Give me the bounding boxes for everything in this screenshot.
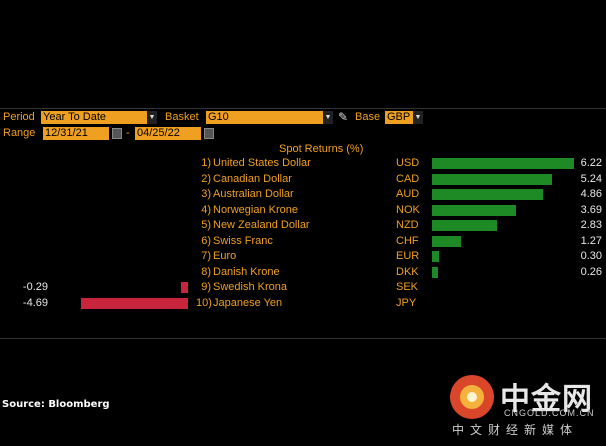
calendar-icon[interactable] (204, 128, 214, 139)
row-rank: 7) (201, 250, 211, 262)
positive-bar (432, 236, 461, 247)
range-separator: - (126, 127, 130, 139)
table-row[interactable]: 7) Euro EUR 0.30 (0, 250, 606, 265)
currency-name: Australian Dollar (213, 188, 294, 200)
bar-value-label: 6.22 (580, 157, 602, 169)
source-note: Source: Bloomberg (2, 399, 110, 410)
currency-code: CAD (396, 173, 420, 185)
currency-name: Swiss Franc (213, 235, 273, 247)
table-row[interactable]: 6) Swiss Franc CHF 1.27 (0, 235, 606, 250)
watermark-sub: 中文财经新媒体 (452, 423, 579, 437)
currency-name: New Zealand Dollar (213, 219, 310, 231)
bar-value-label: -0.29 (22, 281, 48, 293)
row-rank: 2) (201, 173, 211, 185)
range-end-field[interactable]: 04/25/22 (135, 127, 201, 140)
row-rank: 3) (201, 188, 211, 200)
currency-name: Euro (213, 250, 237, 262)
pencil-icon[interactable]: ✎ (338, 110, 349, 124)
row-rank: 5) (201, 219, 211, 231)
basket-label: Basket (165, 111, 199, 123)
chevron-down-icon: ▼ (147, 111, 157, 124)
chevron-down-icon: ▼ (413, 111, 423, 124)
positive-bar (432, 174, 552, 185)
positive-bar (432, 205, 516, 216)
currency-name: United States Dollar (213, 157, 311, 169)
table-row[interactable]: 10) Japanese Yen JPY -4.69 (0, 297, 606, 312)
currency-name: Canadian Dollar (213, 173, 292, 185)
negative-bar (81, 298, 188, 309)
bottom-divider (0, 338, 606, 339)
calendar-icon[interactable] (112, 128, 122, 139)
bar-value-label: 4.86 (580, 188, 602, 200)
base-value: GBP (387, 111, 411, 123)
row-rank: 9) (201, 281, 211, 293)
currency-name: Danish Krone (213, 266, 280, 278)
table-row[interactable]: 1) United States Dollar USD 6.22 (0, 157, 606, 172)
range-label: Range (3, 127, 36, 139)
bar-value-label: 0.30 (580, 250, 602, 262)
table-row[interactable]: 3) Australian Dollar AUD 4.86 (0, 188, 606, 203)
positive-bar (432, 267, 438, 278)
chevron-down-icon: ▼ (323, 111, 333, 124)
base-label: Base (355, 111, 381, 123)
cngold-logo-icon (450, 375, 494, 419)
negative-bar (181, 282, 188, 293)
range-start-value: 12/31/21 (45, 127, 88, 139)
positive-bar (432, 220, 497, 231)
period-dropdown[interactable]: Year To Date ▼ (41, 111, 157, 124)
currency-code: SEK (396, 281, 419, 293)
row-rank: 1) (201, 157, 211, 169)
table-row[interactable]: 5) New Zealand Dollar NZD 2.83 (0, 219, 606, 234)
currency-code: AUD (396, 188, 420, 200)
positive-bar (432, 251, 439, 262)
currency-code: CHF (396, 235, 419, 247)
table-row[interactable]: 9) Swedish Krona SEK -0.29 (0, 281, 606, 296)
bar-value-label: 0.26 (580, 266, 602, 278)
currency-name: Norwegian Krone (213, 204, 298, 216)
positive-bar (432, 189, 543, 200)
bar-value-label: 1.27 (580, 235, 602, 247)
range-start-field[interactable]: 12/31/21 (43, 127, 109, 140)
currency-code: JPY (396, 297, 417, 309)
period-label: Period (3, 111, 35, 123)
basket-value: G10 (208, 111, 229, 123)
row-rank: 8) (201, 266, 211, 278)
currency-code: DKK (396, 266, 419, 278)
table-row[interactable]: 8) Danish Krone DKK 0.26 (0, 266, 606, 281)
currency-code: NOK (396, 204, 420, 216)
currency-code: USD (396, 157, 420, 169)
bar-value-label: 2.83 (580, 219, 602, 231)
row-rank: 10) (196, 297, 212, 309)
watermark-en: CNGOLD.COM.CN (504, 408, 595, 418)
currency-name: Swedish Krona (213, 281, 287, 293)
currency-code: EUR (396, 250, 420, 262)
positive-bar (432, 158, 574, 169)
table-row[interactable]: 4) Norwegian Krone NOK 3.69 (0, 204, 606, 219)
top-divider (0, 108, 606, 109)
base-dropdown[interactable]: GBP ▼ (385, 111, 423, 124)
row-rank: 4) (201, 204, 211, 216)
currency-code: NZD (396, 219, 419, 231)
bar-value-label: 3.69 (580, 204, 602, 216)
row-rank: 6) (201, 235, 211, 247)
basket-dropdown[interactable]: G10 ▼ (206, 111, 333, 124)
watermark-cn: 中金网 (500, 382, 593, 417)
chart-title: Spot Returns (%) (279, 143, 364, 155)
table-row[interactable]: 2) Canadian Dollar CAD 5.24 (0, 173, 606, 188)
period-value: Year To Date (43, 111, 106, 123)
range-end-value: 04/25/22 (137, 127, 180, 139)
bar-value-label: -4.69 (22, 297, 48, 309)
bar-value-label: 5.24 (580, 173, 602, 185)
currency-name: Japanese Yen (213, 297, 283, 309)
